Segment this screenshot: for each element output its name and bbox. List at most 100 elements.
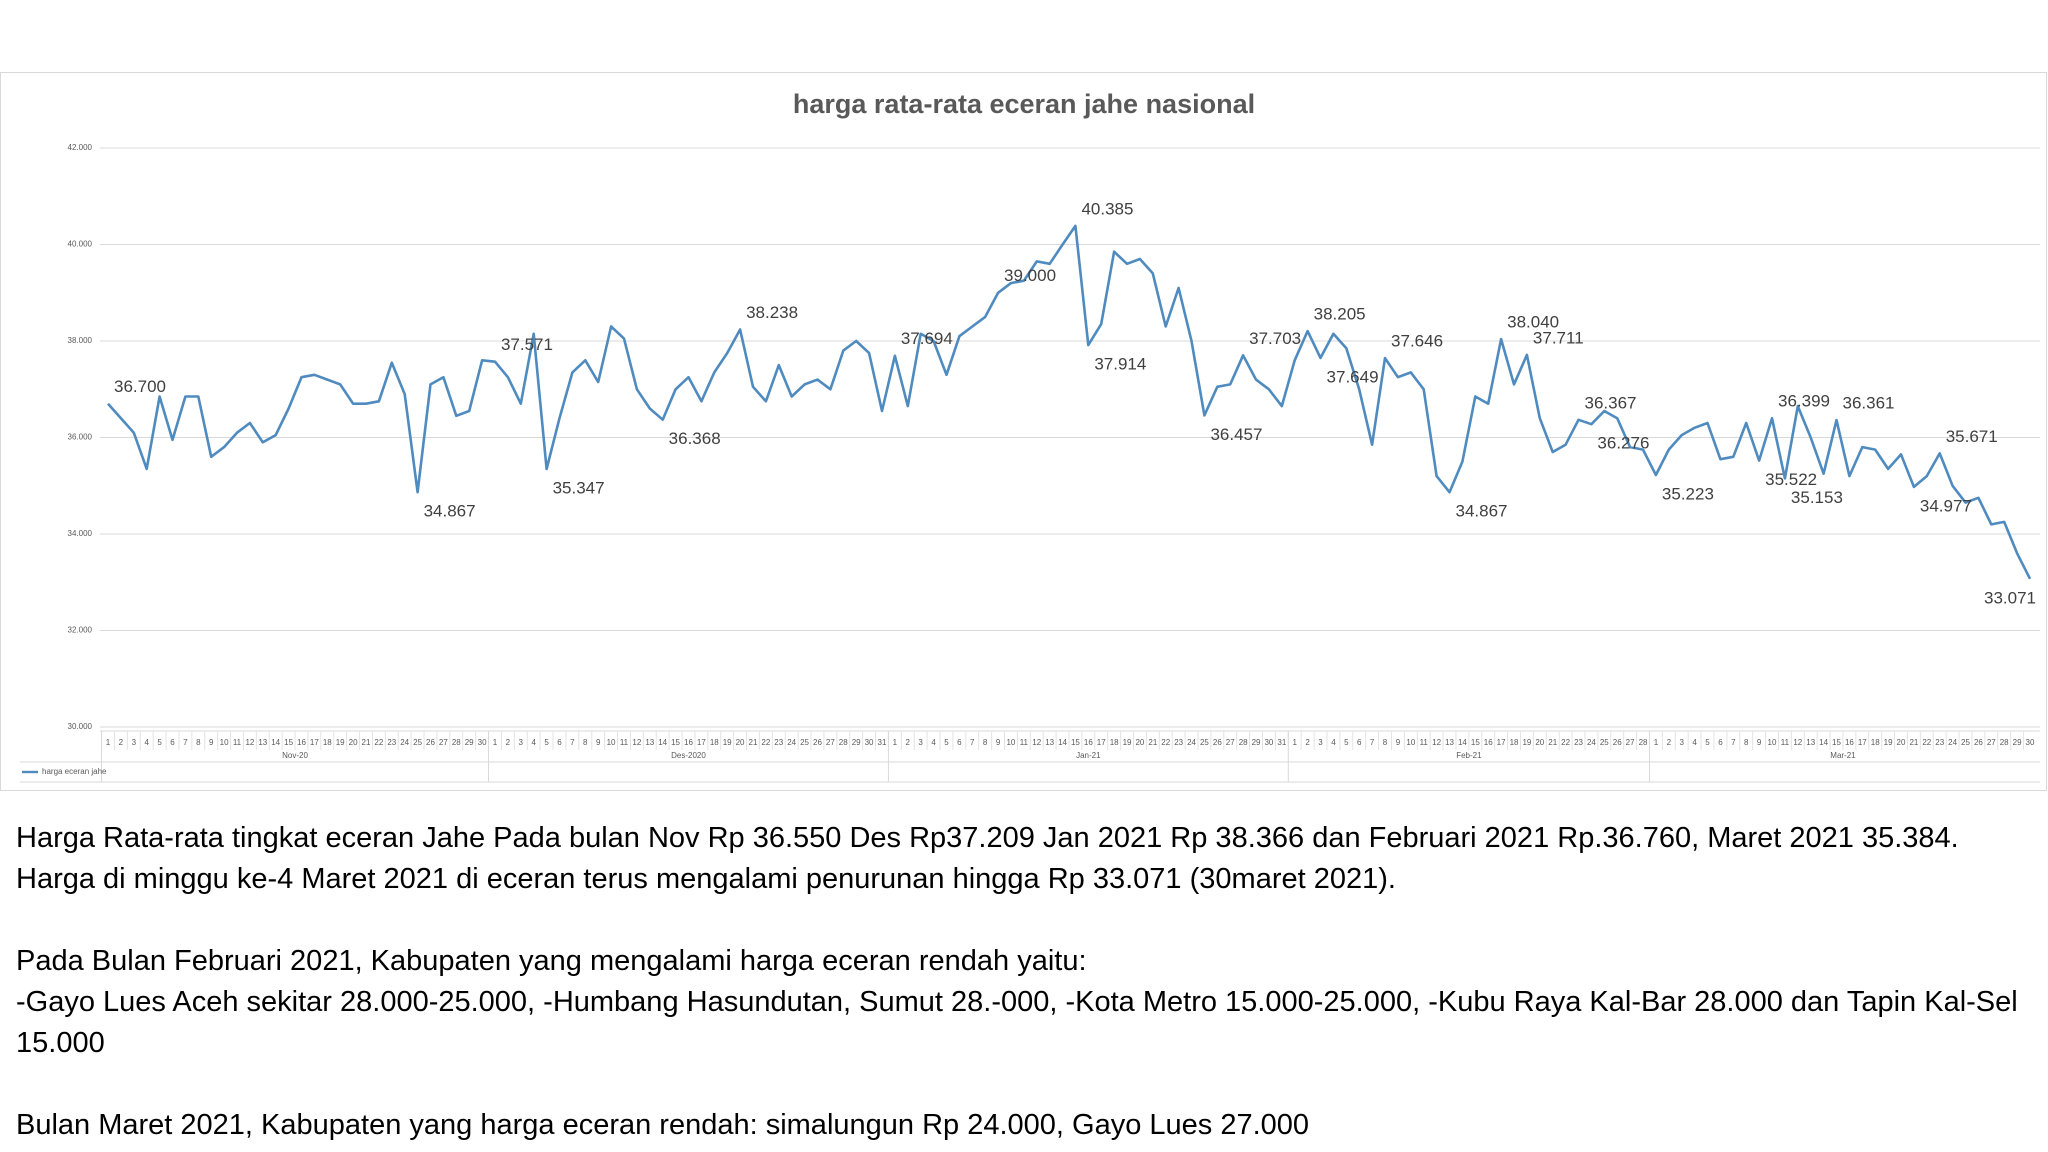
x-tick-label: 22 [1561,738,1570,747]
data-label: 38.040 [1507,313,1559,332]
x-tick-label: 31 [1277,738,1286,747]
data-label: 36.368 [669,429,721,448]
x-tick-label: 26 [1974,738,1983,747]
x-tick-label: 20 [1135,738,1144,747]
x-tick-label: 24 [1587,738,1596,747]
x-tick-label: 3 [918,738,923,747]
x-tick-label: 6 [1357,738,1362,747]
x-tick-label: 19 [1884,738,1893,747]
x-tick-label: 21 [1148,738,1157,747]
x-tick-label: 11 [1020,738,1029,747]
x-tick-label: 29 [465,738,474,747]
data-label: 37.649 [1327,367,1379,386]
x-tick-label: 1 [893,738,898,747]
paragraph: Harga Rata-rata tingkat eceran Jahe Pada… [16,822,1959,895]
y-tick-label: 34.000 [68,529,93,538]
x-tick-label: 18 [710,738,719,747]
x-tick-label: 19 [1522,738,1531,747]
x-tick-label: 28 [839,738,848,747]
data-label: 38.205 [1314,305,1366,324]
x-tick-label: 23 [387,738,396,747]
x-tick-label: 26 [813,738,822,747]
data-label: 36.399 [1778,392,1830,411]
x-tick-label: 7 [1370,738,1375,747]
x-tick-label: 1 [106,738,111,747]
x-tick-label: 23 [774,738,783,747]
data-label: 37.694 [901,329,953,348]
x-tick-label: 5 [1344,738,1349,747]
x-tick-label: 3 [132,738,137,747]
x-tick-label: 16 [1484,738,1493,747]
x-tick-label: 2 [906,738,911,747]
x-tick-label: 26 [426,738,435,747]
x-tick-label: 1 [493,738,498,747]
x-tick-label: 1 [1293,738,1298,747]
x-tick-label: 6 [1718,738,1723,747]
x-tick-label: 20 [1897,738,1906,747]
data-label: 36.361 [1843,394,1895,413]
description: Harga Rata-rata tingkat eceran Jahe Pada… [16,818,2026,1146]
x-tick-label: 2 [1305,738,1310,747]
y-tick-label: 40.000 [68,240,93,249]
x-tick-label: 30 [1264,738,1273,747]
x-tick-label: 27 [1987,738,1996,747]
x-tick-label: 22 [374,738,383,747]
x-tick-label: 30 [2026,738,2035,747]
data-label: 36.276 [1597,434,1649,453]
data-label: 35.223 [1662,484,1714,503]
data-label: 34.977 [1920,496,1972,515]
x-tick-label: 24 [1948,738,1957,747]
x-tick-label: 22 [1922,738,1931,747]
x-tick-label: 22 [761,738,770,747]
group-label: Nov-20 [282,751,308,760]
x-tick-label: 28 [452,738,461,747]
x-tick-label: 15 [671,738,680,747]
x-tick-label: 11 [1420,738,1429,747]
y-tick-label: 30.000 [68,722,93,731]
data-label: 37.571 [501,335,553,354]
x-tick-label: 10 [1006,738,1015,747]
chart-title: harga rata-rata eceran jahe nasional [793,89,1255,119]
x-tick-label: 4 [1331,738,1336,747]
x-tick-label: 4 [931,738,936,747]
x-tick-label: 12 [1793,738,1802,747]
x-tick-label: 18 [1871,738,1880,747]
data-label: 36.367 [1585,393,1637,412]
data-label: 37.703 [1249,329,1301,348]
y-tick-label: 42.000 [68,143,93,152]
x-tick-label: 21 [1909,738,1918,747]
x-tick-label: 12 [1432,738,1441,747]
x-tick-label: 21 [1548,738,1557,747]
x-tick-label: 8 [583,738,588,747]
x-tick-label: 5 [544,738,549,747]
x-tick-label: 27 [826,738,835,747]
x-tick-label: 2 [119,738,124,747]
x-tick-label: 14 [1458,738,1467,747]
x-tick-label: 13 [258,738,267,747]
paragraph: Bulan Maret 2021, Kabupaten yang harga e… [16,1109,1310,1141]
data-label: 35.347 [553,478,605,497]
x-tick-label: 5 [1705,738,1710,747]
chart: harga rata-rata eceran jahe nasional 30.… [0,72,2047,791]
x-tick-label: 15 [1832,738,1841,747]
x-tick-label: 23 [1935,738,1944,747]
x-tick-label: 9 [996,738,1001,747]
x-tick-label: 4 [531,738,536,747]
x-tick-label: 4 [1692,738,1697,747]
paragraph: Pada Bulan Februari 2021, Kabupaten yang… [16,945,1087,977]
x-tick-label: 28 [1639,738,1648,747]
data-label: 39.000 [1004,266,1056,285]
x-tick-label: 3 [1679,738,1684,747]
x-tick-label: 15 [1471,738,1480,747]
x-tick-label: 27 [1226,738,1235,747]
data-label: 40.385 [1081,199,1133,218]
data-line [107,224,2032,580]
x-tick-label: 25 [1961,738,1970,747]
x-tick-label: 28 [1239,738,1248,747]
y-tick-label: 32.000 [68,626,93,635]
x-tick-label: 1 [1654,738,1659,747]
x-tick-label: 25 [1600,738,1609,747]
x-tick-label: 20 [736,738,745,747]
data-label: 35.153 [1791,488,1843,507]
x-tick-label: 7 [970,738,975,747]
